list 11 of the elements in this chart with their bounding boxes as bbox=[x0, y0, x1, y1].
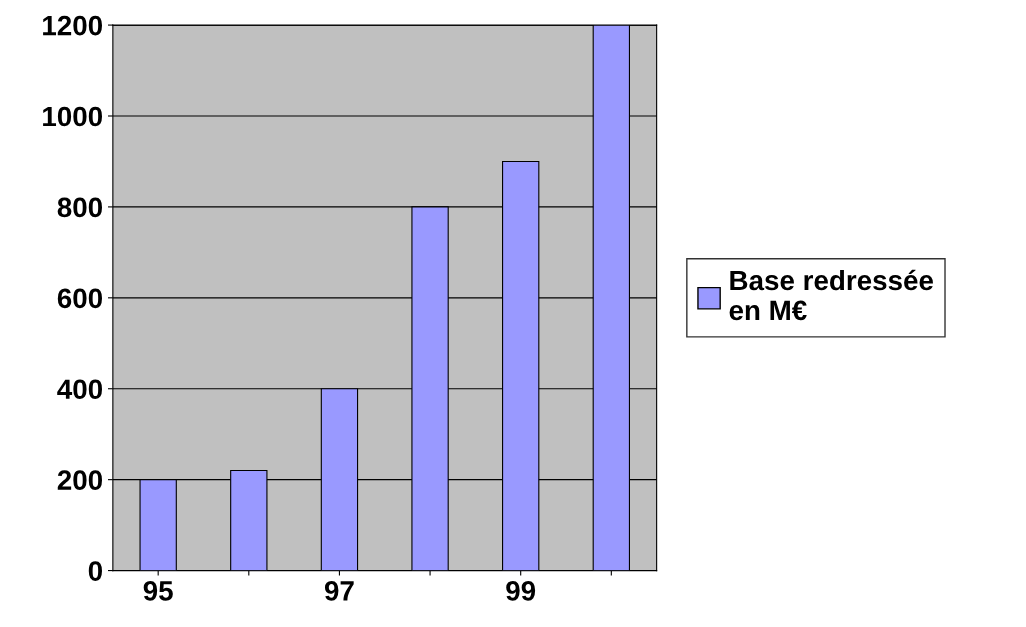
x-tick-label: 99 bbox=[506, 581, 536, 601]
y-tick-label: 600 bbox=[57, 288, 102, 309]
x-tick-label: 95 bbox=[143, 581, 173, 601]
y-tick-label: 1200 bbox=[43, 15, 103, 36]
y-tick-label: 800 bbox=[57, 197, 102, 218]
x-tick-label: 97 bbox=[324, 581, 354, 601]
legend-label: Base redressée en M€ bbox=[729, 269, 933, 321]
y-tick-label: 400 bbox=[57, 379, 102, 400]
y-tick-label: 0 bbox=[88, 561, 102, 581]
y-tick-label: 1000 bbox=[43, 106, 103, 127]
y-tick-label: 200 bbox=[57, 470, 102, 490]
